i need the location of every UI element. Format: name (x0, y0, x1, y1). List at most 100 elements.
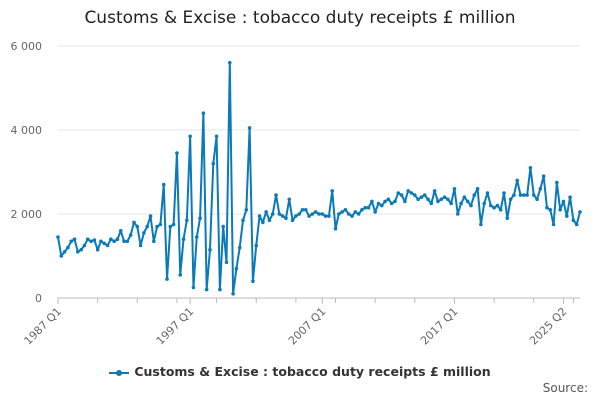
data-point[interactable] (208, 247, 212, 252)
data-point[interactable] (376, 201, 381, 206)
data-point[interactable] (234, 266, 239, 271)
data-point[interactable] (538, 187, 543, 191)
data-point[interactable] (244, 208, 249, 212)
data-point[interactable] (436, 199, 440, 204)
data-point[interactable] (211, 161, 216, 166)
data-point[interactable] (201, 111, 206, 115)
data-point[interactable] (366, 205, 371, 210)
data-point[interactable] (138, 243, 143, 248)
data-point[interactable] (241, 218, 245, 223)
data-point[interactable] (452, 187, 457, 191)
data-point[interactable] (323, 214, 328, 218)
data-point[interactable] (337, 212, 341, 216)
data-point[interactable] (188, 134, 192, 139)
data-point[interactable] (261, 220, 265, 225)
data-point[interactable] (512, 193, 516, 197)
data-point[interactable] (561, 199, 566, 204)
data-point[interactable] (439, 197, 444, 202)
data-point[interactable] (204, 287, 209, 292)
data-point[interactable] (360, 208, 364, 212)
data-point[interactable] (165, 277, 169, 281)
data-point[interactable] (422, 193, 427, 197)
data-point[interactable] (403, 199, 407, 204)
data-point[interactable] (472, 193, 477, 197)
data-point[interactable] (175, 151, 179, 155)
data-point[interactable] (145, 224, 150, 229)
data-point[interactable] (152, 239, 156, 244)
data-point[interactable] (541, 174, 546, 178)
data-point[interactable] (393, 199, 397, 204)
data-point[interactable] (178, 273, 183, 277)
data-point[interactable] (485, 191, 490, 195)
data-point[interactable] (158, 222, 163, 227)
data-point[interactable] (191, 285, 196, 290)
data-point[interactable] (95, 247, 100, 252)
data-point[interactable] (264, 210, 268, 214)
data-point[interactable] (475, 187, 480, 191)
data-point[interactable] (518, 193, 523, 197)
data-point[interactable] (198, 216, 202, 220)
data-point[interactable] (214, 134, 219, 139)
data-point[interactable] (79, 247, 83, 252)
data-point[interactable] (313, 210, 318, 214)
data-point[interactable] (247, 126, 252, 130)
data-point[interactable] (429, 201, 434, 206)
data-point[interactable] (515, 178, 520, 183)
data-point[interactable] (284, 216, 288, 220)
data-point[interactable] (99, 239, 103, 244)
data-point[interactable] (432, 189, 437, 193)
data-point[interactable] (446, 197, 450, 202)
data-point[interactable] (224, 260, 229, 265)
data-point[interactable] (280, 214, 285, 218)
data-point[interactable] (346, 212, 351, 216)
data-point[interactable] (59, 254, 64, 258)
data-point[interactable] (482, 201, 486, 206)
data-point[interactable] (571, 218, 576, 223)
data-point[interactable] (231, 292, 235, 296)
data-point[interactable] (545, 205, 549, 210)
data-point[interactable] (373, 210, 377, 214)
data-point[interactable] (89, 239, 93, 244)
data-point[interactable] (122, 239, 126, 244)
data-point[interactable] (270, 212, 275, 216)
data-point[interactable] (112, 239, 116, 244)
data-point[interactable] (498, 208, 503, 212)
data-point[interactable] (257, 214, 262, 218)
data-point[interactable] (442, 195, 447, 199)
data-point[interactable] (535, 197, 539, 202)
data-point[interactable] (389, 201, 394, 206)
data-point[interactable] (555, 180, 559, 185)
legend[interactable]: Customs & Excise : tobacco duty receipts… (0, 364, 600, 379)
data-point[interactable] (416, 197, 420, 202)
data-point[interactable] (356, 212, 361, 216)
data-point[interactable] (462, 195, 467, 199)
data-point[interactable] (399, 193, 404, 197)
data-point[interactable] (181, 237, 186, 241)
data-point[interactable] (343, 208, 348, 212)
data-point[interactable] (102, 241, 107, 246)
data-point[interactable] (287, 197, 292, 202)
data-point[interactable] (76, 250, 80, 254)
data-point[interactable] (426, 197, 430, 202)
data-point[interactable] (168, 224, 173, 229)
data-point[interactable] (330, 189, 335, 193)
data-point[interactable] (132, 220, 136, 225)
data-point[interactable] (353, 210, 358, 214)
data-point[interactable] (502, 191, 506, 195)
data-point[interactable] (564, 214, 569, 218)
data-point[interactable] (320, 212, 325, 216)
data-point[interactable] (300, 208, 305, 212)
data-point[interactable] (409, 191, 414, 195)
data-point[interactable] (449, 201, 453, 206)
data-point[interactable] (82, 243, 87, 248)
data-point[interactable] (350, 214, 354, 218)
data-point[interactable] (125, 239, 130, 244)
data-point[interactable] (528, 166, 533, 170)
data-point[interactable] (142, 231, 146, 235)
data-point[interactable] (109, 237, 113, 241)
data-point[interactable] (469, 203, 473, 208)
data-point[interactable] (396, 191, 401, 195)
data-point[interactable] (317, 212, 321, 216)
data-point[interactable] (128, 233, 133, 237)
data-point[interactable] (363, 205, 368, 210)
